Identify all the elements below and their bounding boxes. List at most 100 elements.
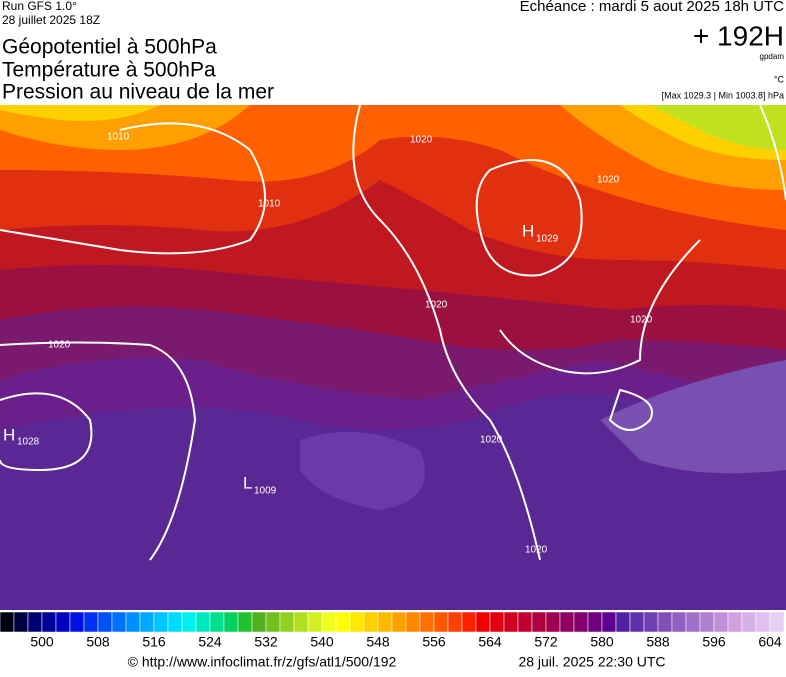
isobar-label: 1020 xyxy=(48,340,71,351)
title: Température à 500hPa xyxy=(2,59,216,82)
lead-time: + 192H xyxy=(693,20,784,51)
center-value: 1028 xyxy=(17,437,40,448)
color-swatch xyxy=(685,611,701,633)
color-swatch xyxy=(265,611,281,633)
color-swatch xyxy=(447,611,463,633)
isobar-label: 1020 xyxy=(425,300,448,311)
color-swatch xyxy=(573,611,589,633)
high-center: H xyxy=(522,221,534,240)
color-swatch xyxy=(741,611,757,633)
colorbar-label: 540 xyxy=(310,634,334,650)
source-url: © http://www.infoclimat.fr/z/gfs/atl1/50… xyxy=(128,654,397,670)
timestamp: 28 juil. 2025 22:30 UTC xyxy=(518,654,665,670)
color-swatch xyxy=(139,611,155,633)
color-swatch xyxy=(629,611,645,633)
color-swatch xyxy=(349,611,365,633)
color-swatch xyxy=(41,611,57,633)
isobar-label: 1010 xyxy=(258,199,281,210)
high-center: H xyxy=(3,425,15,444)
color-swatch xyxy=(111,611,127,633)
color-swatch xyxy=(251,611,267,633)
isobar-label: 1020 xyxy=(630,315,653,326)
color-swatch xyxy=(419,611,435,633)
color-swatch xyxy=(769,611,785,633)
low-center: L xyxy=(243,473,252,492)
color-swatch xyxy=(755,611,771,633)
echeance: Echéance : mardi 5 aout 2025 18h UTC xyxy=(520,0,784,15)
color-swatch xyxy=(83,611,99,633)
color-swatch xyxy=(237,611,253,633)
color-swatch xyxy=(223,611,239,633)
color-swatch xyxy=(461,611,477,633)
color-swatch xyxy=(517,611,533,633)
color-swatch xyxy=(377,611,393,633)
color-swatch xyxy=(391,611,407,633)
color-swatch xyxy=(195,611,211,633)
colorbar-label: 596 xyxy=(702,634,726,650)
unit: °C xyxy=(774,74,785,84)
title: Pression au niveau de la mer xyxy=(2,81,274,104)
color-swatch xyxy=(13,611,29,633)
color-swatch xyxy=(657,611,673,633)
colorbar-label: 516 xyxy=(142,634,166,650)
color-swatch xyxy=(643,611,659,633)
isobar-label: 1010 xyxy=(107,132,130,143)
color-swatch xyxy=(713,611,729,633)
color-swatch xyxy=(181,611,197,633)
colorbar-label: 580 xyxy=(590,634,614,650)
color-swatch xyxy=(125,611,141,633)
color-swatch xyxy=(727,611,743,633)
color-swatch xyxy=(699,611,715,633)
color-swatch xyxy=(0,611,15,633)
center-value: 1029 xyxy=(536,234,559,245)
isobar-label: 1020 xyxy=(410,135,433,146)
color-swatch xyxy=(587,611,603,633)
map: 1010 1010 1020 1020 1020 1020 1020 1020 … xyxy=(0,105,786,610)
color-swatch xyxy=(433,611,449,633)
title: Géopotentiel à 500hPa xyxy=(2,36,217,59)
color-swatch xyxy=(55,611,71,633)
color-swatch xyxy=(279,611,295,633)
center-value: 1009 xyxy=(254,486,277,497)
run-date: 28 juillet 2025 18Z xyxy=(2,13,100,27)
color-swatch xyxy=(153,611,169,633)
pressure-range: [Max 1029.3 | Min 1003.8] hPa xyxy=(662,90,784,100)
colorbar: 500 508 516 524 532 540 548 556 564 572 580 588 596 6… xyxy=(0,611,785,650)
run: Run GFS 1.0° xyxy=(2,0,77,13)
colorbar-label: 604 xyxy=(758,634,782,650)
colorbar-label: 556 xyxy=(422,634,446,650)
color-swatch xyxy=(489,611,505,633)
color-swatch xyxy=(405,611,421,633)
color-swatch xyxy=(531,611,547,633)
isobar-label: 1020 xyxy=(525,545,548,556)
color-swatch xyxy=(209,611,225,633)
color-swatch xyxy=(363,611,379,633)
colorbar-label: 524 xyxy=(198,634,222,650)
color-swatch xyxy=(615,611,631,633)
color-swatch xyxy=(167,611,183,633)
color-swatch xyxy=(601,611,617,633)
color-swatch xyxy=(559,611,575,633)
colorbar-label: 588 xyxy=(646,634,670,650)
color-swatch xyxy=(69,611,85,633)
colorbar-label: 500 xyxy=(30,634,54,650)
color-swatch xyxy=(321,611,337,633)
color-swatch xyxy=(97,611,113,633)
color-swatch xyxy=(293,611,309,633)
colorbar-label: 548 xyxy=(366,634,390,650)
colorbar-label: 564 xyxy=(478,634,502,650)
isobar-label: 1020 xyxy=(597,175,620,186)
colorbar-label: 572 xyxy=(534,634,558,650)
color-swatch xyxy=(503,611,519,633)
color-swatch xyxy=(335,611,351,633)
color-swatch xyxy=(27,611,43,633)
colorbar-label: 532 xyxy=(254,634,278,650)
unit: gpdam xyxy=(760,52,785,61)
color-swatch xyxy=(545,611,561,633)
isobar-label: 1020 xyxy=(480,435,503,446)
color-swatch xyxy=(475,611,491,633)
color-swatch xyxy=(307,611,323,633)
color-swatch xyxy=(671,611,687,633)
colorbar-label: 508 xyxy=(86,634,110,650)
